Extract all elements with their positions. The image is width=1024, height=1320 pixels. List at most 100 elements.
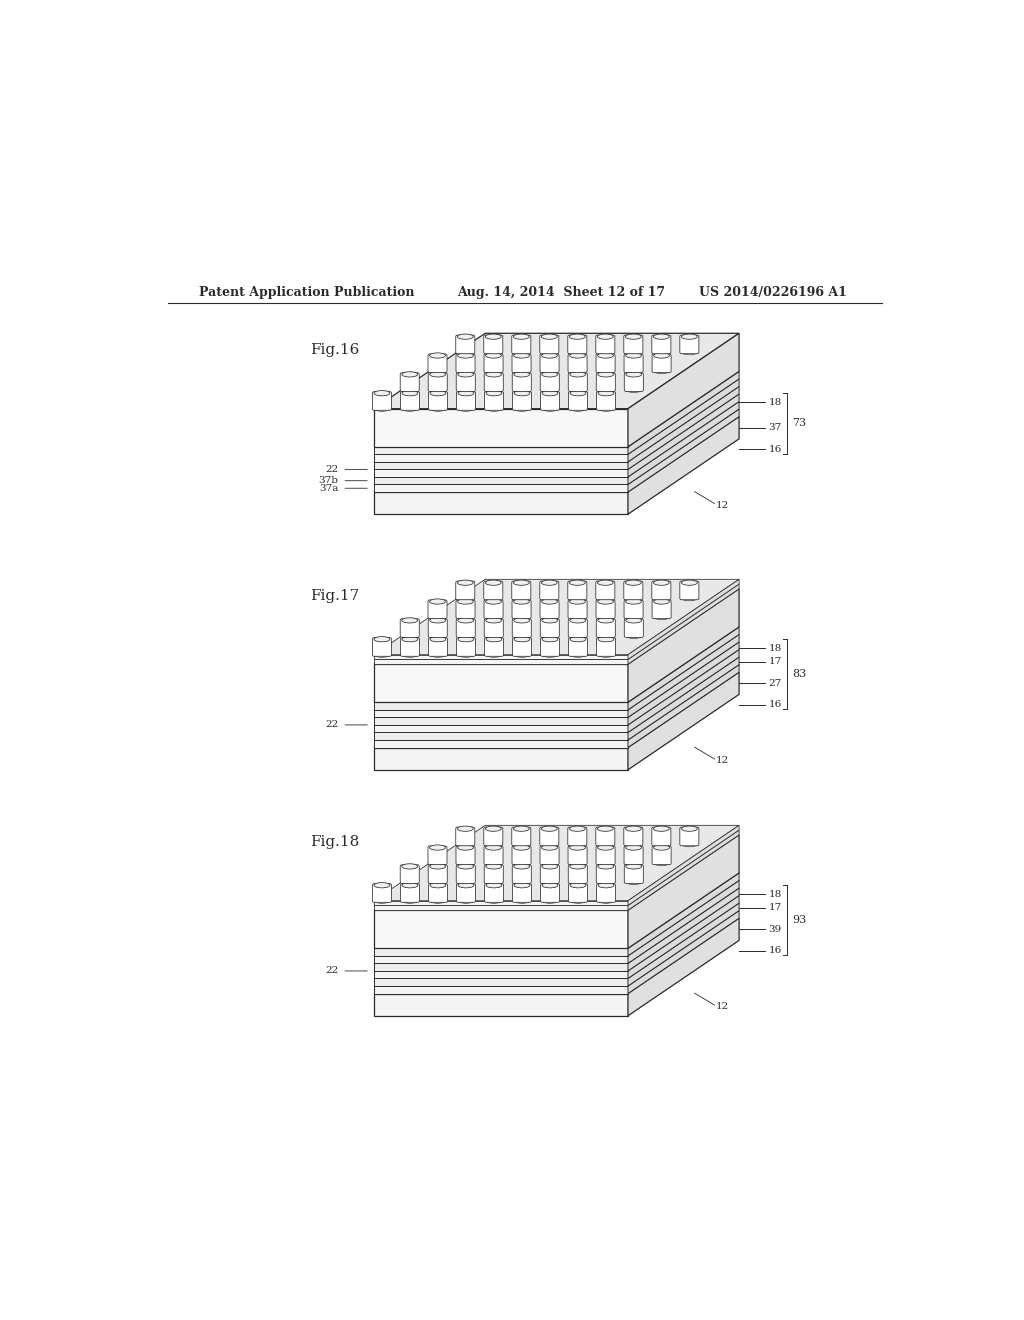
Ellipse shape — [598, 861, 613, 866]
Ellipse shape — [374, 636, 390, 642]
Ellipse shape — [542, 334, 557, 339]
FancyBboxPatch shape — [541, 372, 559, 392]
FancyBboxPatch shape — [652, 828, 671, 846]
Polygon shape — [374, 635, 739, 710]
Polygon shape — [628, 642, 739, 725]
Ellipse shape — [430, 372, 445, 378]
Ellipse shape — [402, 898, 418, 903]
Ellipse shape — [598, 883, 614, 888]
Ellipse shape — [569, 845, 586, 850]
Ellipse shape — [485, 879, 502, 884]
Ellipse shape — [681, 350, 697, 355]
Polygon shape — [374, 702, 628, 710]
FancyBboxPatch shape — [457, 619, 475, 638]
Polygon shape — [628, 825, 739, 906]
Text: 22: 22 — [325, 465, 338, 474]
Ellipse shape — [458, 618, 474, 623]
FancyBboxPatch shape — [680, 335, 698, 354]
Ellipse shape — [569, 387, 586, 392]
Ellipse shape — [514, 845, 529, 850]
FancyBboxPatch shape — [400, 638, 420, 656]
Ellipse shape — [653, 352, 670, 358]
Ellipse shape — [374, 407, 390, 412]
Ellipse shape — [542, 634, 558, 639]
FancyBboxPatch shape — [568, 372, 588, 392]
FancyBboxPatch shape — [512, 828, 530, 846]
Polygon shape — [628, 401, 739, 484]
Ellipse shape — [458, 826, 473, 832]
Ellipse shape — [485, 334, 501, 339]
Ellipse shape — [514, 883, 530, 888]
Ellipse shape — [569, 863, 586, 869]
Ellipse shape — [458, 883, 474, 888]
Ellipse shape — [598, 352, 613, 358]
FancyBboxPatch shape — [512, 846, 531, 865]
Ellipse shape — [430, 352, 445, 358]
Ellipse shape — [569, 350, 586, 355]
Ellipse shape — [570, 636, 586, 642]
Ellipse shape — [401, 879, 418, 884]
Ellipse shape — [513, 334, 529, 339]
FancyBboxPatch shape — [540, 828, 559, 846]
Ellipse shape — [569, 614, 586, 619]
FancyBboxPatch shape — [457, 883, 475, 903]
Ellipse shape — [597, 334, 613, 339]
Ellipse shape — [430, 861, 445, 866]
Text: 18: 18 — [768, 890, 781, 899]
Ellipse shape — [485, 350, 501, 355]
Ellipse shape — [597, 595, 613, 601]
Ellipse shape — [401, 634, 418, 639]
Polygon shape — [628, 589, 739, 702]
Text: Fig.17: Fig.17 — [310, 589, 359, 603]
Ellipse shape — [374, 883, 390, 888]
Polygon shape — [628, 873, 739, 956]
Text: 16: 16 — [768, 700, 781, 709]
Polygon shape — [374, 454, 628, 462]
Polygon shape — [374, 462, 628, 470]
FancyBboxPatch shape — [373, 392, 391, 411]
Ellipse shape — [653, 845, 670, 850]
Ellipse shape — [597, 826, 613, 832]
FancyBboxPatch shape — [596, 846, 615, 865]
FancyBboxPatch shape — [484, 354, 503, 372]
FancyBboxPatch shape — [456, 599, 475, 619]
Ellipse shape — [598, 618, 613, 623]
Ellipse shape — [458, 842, 473, 847]
Ellipse shape — [542, 618, 558, 623]
Ellipse shape — [485, 579, 501, 585]
FancyBboxPatch shape — [512, 883, 531, 903]
Ellipse shape — [430, 652, 445, 657]
Ellipse shape — [598, 652, 614, 657]
Text: Patent Application Publication: Patent Application Publication — [200, 285, 415, 298]
Ellipse shape — [542, 883, 558, 888]
Ellipse shape — [570, 883, 586, 888]
FancyBboxPatch shape — [484, 619, 503, 638]
Ellipse shape — [458, 387, 474, 392]
FancyBboxPatch shape — [483, 335, 503, 354]
FancyBboxPatch shape — [625, 865, 643, 883]
FancyBboxPatch shape — [540, 354, 559, 372]
Ellipse shape — [626, 863, 642, 869]
Polygon shape — [374, 956, 628, 964]
Ellipse shape — [485, 618, 502, 623]
Ellipse shape — [569, 842, 586, 847]
FancyBboxPatch shape — [456, 846, 475, 865]
Ellipse shape — [626, 387, 642, 392]
Ellipse shape — [626, 599, 641, 605]
FancyBboxPatch shape — [512, 619, 531, 638]
Text: 18: 18 — [768, 397, 781, 407]
FancyBboxPatch shape — [624, 846, 643, 865]
Ellipse shape — [542, 879, 558, 884]
FancyBboxPatch shape — [596, 354, 615, 372]
Ellipse shape — [430, 368, 445, 374]
Polygon shape — [374, 477, 628, 484]
Ellipse shape — [514, 599, 529, 605]
Ellipse shape — [653, 595, 670, 601]
Polygon shape — [374, 649, 739, 725]
FancyBboxPatch shape — [568, 392, 588, 411]
Ellipse shape — [542, 861, 557, 866]
Polygon shape — [374, 978, 628, 986]
Ellipse shape — [513, 842, 529, 847]
FancyBboxPatch shape — [512, 372, 531, 392]
Text: 83: 83 — [793, 669, 807, 678]
